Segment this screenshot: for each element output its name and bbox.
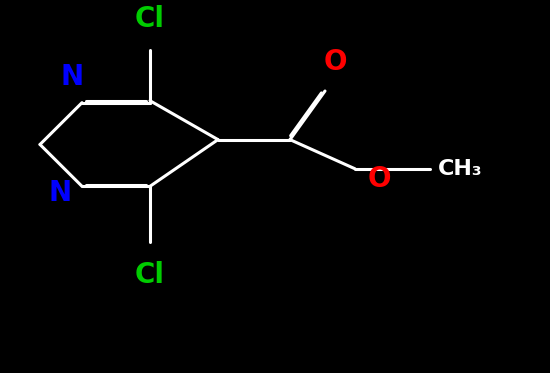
Text: N: N	[60, 63, 84, 91]
Text: O: O	[368, 164, 392, 192]
Text: O: O	[323, 48, 346, 76]
Text: Cl: Cl	[135, 4, 165, 33]
Text: Cl: Cl	[135, 261, 165, 289]
Text: CH₃: CH₃	[438, 159, 483, 179]
Text: N: N	[48, 179, 72, 207]
